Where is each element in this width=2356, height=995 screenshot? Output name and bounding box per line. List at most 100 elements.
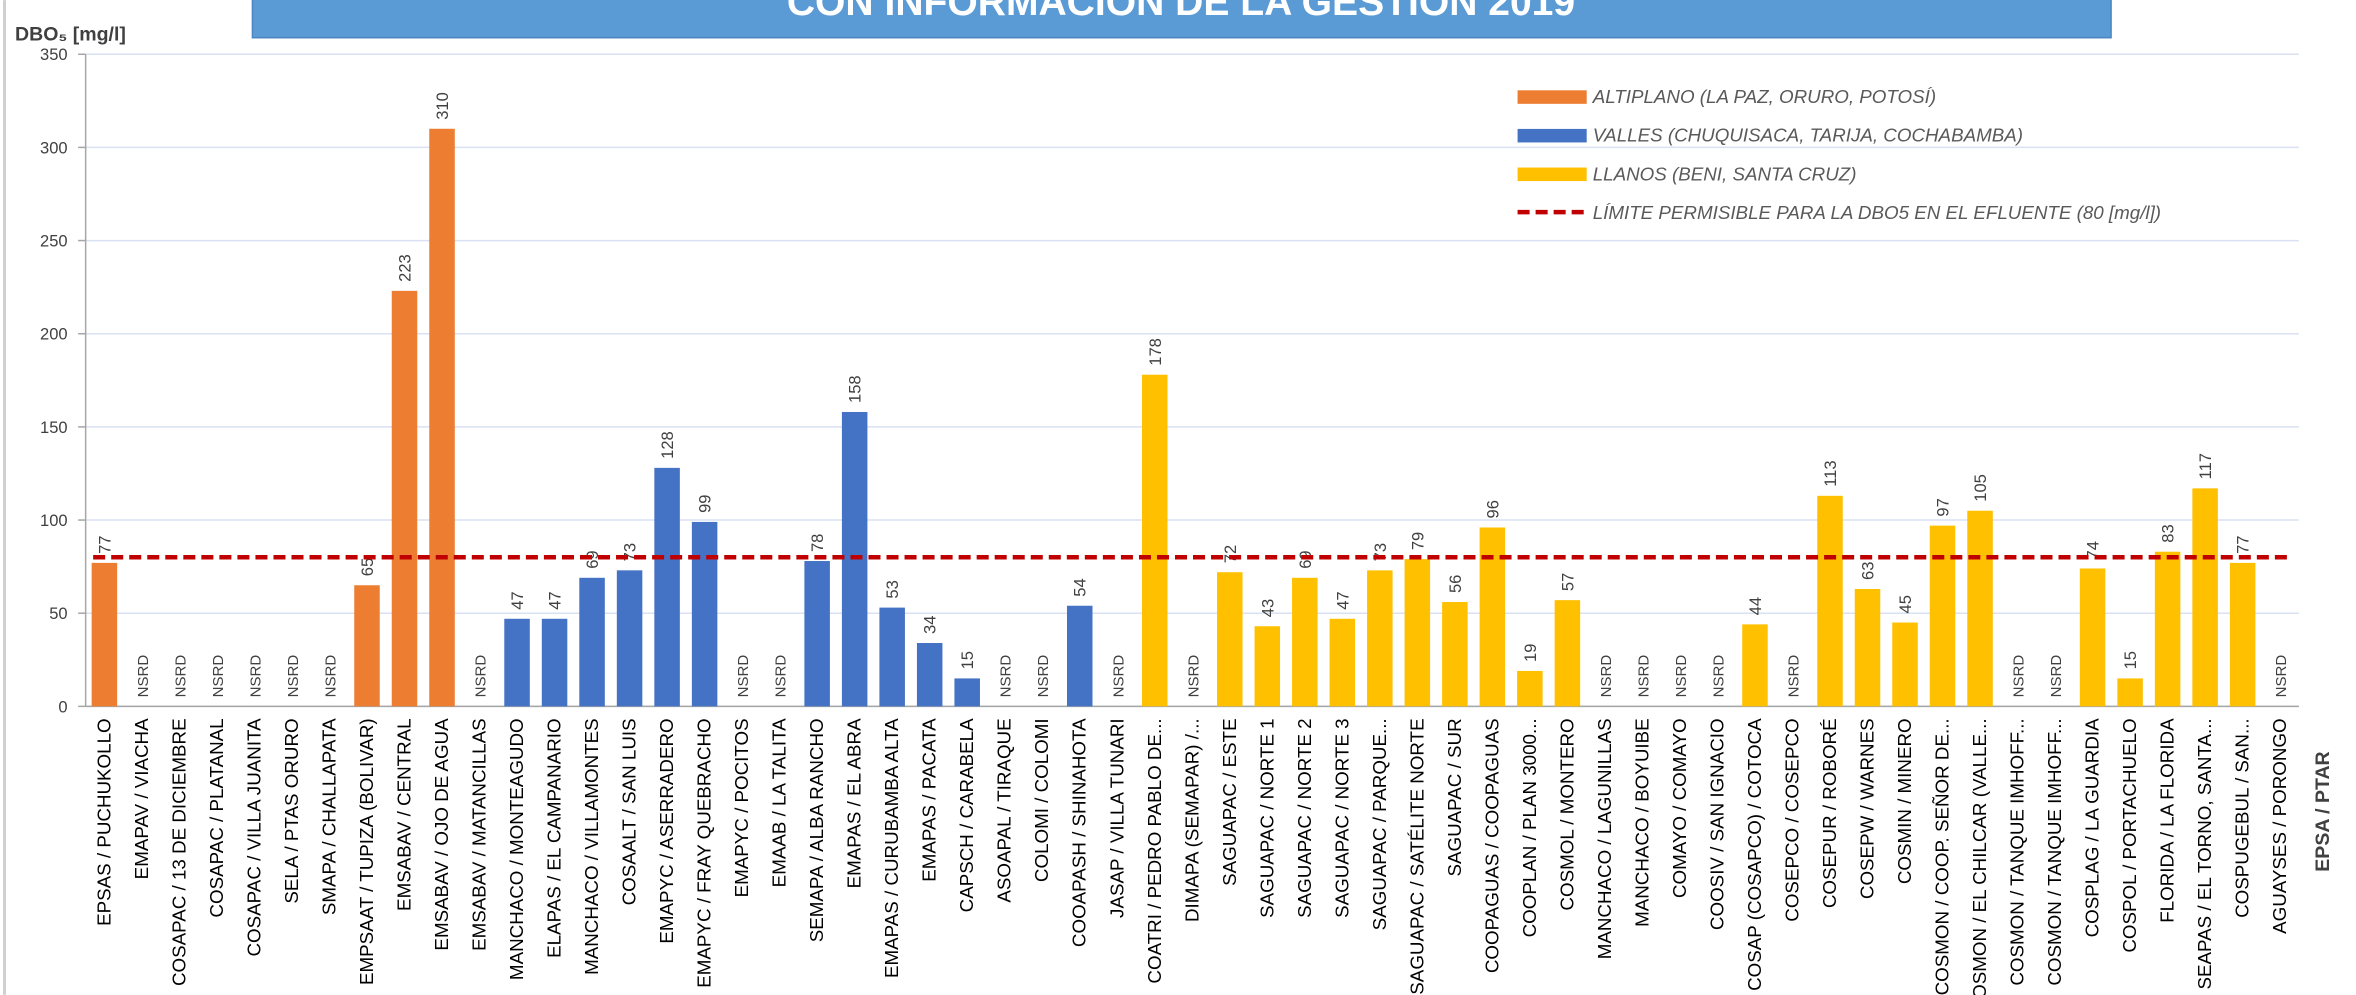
bar	[1742, 624, 1768, 707]
x-tick-label: COSMON / TANQUE IMHOFF...	[2044, 718, 2065, 985]
legend-label: LÍMITE PERMISIBLE PARA LA DBO5 EN EL EFL…	[1593, 202, 2161, 223]
data-label: 43	[1258, 599, 1277, 617]
bar	[616, 570, 643, 707]
data-label: NSRD	[172, 655, 189, 698]
data-label: NSRD	[1110, 655, 1127, 698]
data-label: 47	[508, 591, 527, 609]
bar	[691, 521, 718, 707]
bar	[1479, 527, 1506, 707]
bar	[1292, 577, 1318, 707]
x-tick-label: EMAPAV / VIACHA	[131, 718, 152, 879]
bar	[391, 290, 418, 707]
bar	[91, 562, 118, 707]
x-tick-label: SAGUAPAC / SUR	[1444, 718, 1465, 876]
data-label: 34	[921, 616, 940, 634]
y-tick-label: 150	[40, 418, 68, 437]
legend-label: ALTIPLANO (LA PAZ, ORURO, POTOSÍ)	[1592, 86, 1936, 107]
x-tick-label: COATRI / PEDRO PABLO DE...	[1144, 718, 1165, 983]
legend-swatch	[1517, 128, 1587, 143]
x-tick-label: EMAPAS / CURUBAMBA ALTA	[881, 718, 902, 978]
data-label: NSRD	[773, 655, 790, 698]
x-tick-label: COSPLAG / LA GUARDIA	[2082, 718, 2103, 937]
data-label: NSRD	[1598, 655, 1615, 698]
bar	[1066, 605, 1093, 707]
data-label: 83	[2159, 524, 2178, 542]
data-label: 310	[433, 92, 452, 120]
x-tick-label: MANCHACO / MONTEAGUDO	[506, 718, 527, 980]
data-label: 54	[1071, 578, 1090, 596]
data-label: NSRD	[135, 655, 152, 698]
x-tick-label: COLOMI / COLOMI	[1031, 718, 1052, 882]
x-tick-label: EMSABAV / MATANCILLAS	[469, 718, 490, 951]
data-label: 19	[1521, 644, 1540, 662]
x-tick-label: MANCHACO / LAGUNILLAS	[1594, 718, 1615, 959]
x-tick-label: SAGUAPAC / SATÉLITE NORTE	[1406, 718, 1427, 994]
x-tick-label: EMSABAV / OJO DE AGUA	[431, 718, 452, 951]
x-tick-label: COOSIV / SAN IGNACIO	[1706, 718, 1727, 930]
data-label: 77	[95, 536, 114, 554]
data-label: 128	[658, 431, 677, 459]
legend-label: VALLES (CHUQUISACA, TARIJA, COCHABAMBA)	[1593, 125, 2023, 146]
x-tick-label: SAGUAPAC / ESTE	[1219, 718, 1240, 886]
x-tick-label: SAGUAPAC / NORTE 2	[1294, 718, 1315, 918]
bar	[1554, 600, 1581, 707]
data-label: 117	[2196, 453, 2215, 479]
bar	[504, 618, 530, 707]
data-label: NSRD	[285, 655, 302, 698]
data-label: NSRD	[1673, 655, 1690, 698]
x-tick-label: COSMOL / MONTERO	[1556, 718, 1577, 910]
data-label: NSRD	[473, 655, 490, 698]
data-label: 78	[808, 534, 827, 552]
data-label: 15	[958, 651, 977, 669]
x-tick-label: MANCHACO / BOYUIBE	[1631, 718, 1652, 927]
bar	[1854, 588, 1881, 707]
data-label: NSRD	[2273, 655, 2290, 698]
y-tick-label: 200	[40, 325, 68, 344]
data-label: 99	[696, 495, 715, 513]
data-label: NSRD	[247, 655, 264, 698]
y-tick-label: 250	[40, 232, 68, 251]
bar	[1892, 622, 1918, 707]
x-tick-label: COSMON / COOP. SEÑOR DE...	[1932, 718, 1953, 995]
bar	[354, 585, 380, 707]
x-tick-label: SEMAPA / ALBA RANCHO	[806, 718, 827, 942]
data-label: 69	[583, 550, 602, 568]
bar	[1442, 602, 1468, 707]
bar	[2154, 551, 2181, 707]
data-label: 97	[1934, 498, 1953, 516]
x-tick-label: COSAPAC / VILLA JUANITA	[243, 718, 264, 957]
x-tick-label: AGUAYSES / PORONGO	[2269, 718, 2290, 934]
bar	[2192, 488, 2218, 707]
x-tick-label: SELA / PTAS ORURO	[281, 718, 302, 903]
bar	[2117, 678, 2143, 707]
data-label: 105	[1971, 474, 1990, 502]
bar	[429, 128, 455, 707]
y-tick-label: 0	[58, 697, 67, 716]
x-tick-label: EMAPAS / PACATA	[919, 718, 940, 882]
bar	[2229, 562, 2256, 707]
data-label: 96	[1483, 500, 1502, 518]
x-tick-label: COSAP (COSAPCO) / COTOCA	[1744, 718, 1765, 991]
y-tick-label: 300	[40, 138, 68, 157]
x-tick-label: COSPUGEBUL / SAN...	[2232, 718, 2253, 918]
chart-title: CON INFORMACIÓN DE LA GESTIÓN 2019	[787, 0, 1575, 24]
x-tick-label: SEAPAS / EL TORNO, SANTA...	[2194, 718, 2215, 989]
x-tick-label: COMAYO / COMAYO	[1669, 718, 1690, 898]
x-tick-label: EMAPYC / FRAY QUEBRACHO	[694, 718, 715, 987]
data-label: 53	[883, 580, 902, 598]
x-tick-label: FLORIDA / LA FLORIDA	[2157, 718, 2178, 923]
data-label: 158	[846, 375, 865, 403]
data-label: NSRD	[2048, 655, 2065, 698]
data-label: NSRD	[1185, 655, 1202, 698]
title-banner	[251, 0, 2112, 39]
data-label: 113	[1821, 460, 1840, 486]
x-tick-label: MANCHACO / VILLAMONTES	[581, 718, 602, 975]
y-tick-label: 100	[40, 511, 68, 530]
data-label: NSRD	[322, 655, 339, 698]
x-tick-label: EMPSAAT / TUPIZA (BOLIVAR)	[356, 718, 377, 985]
bar	[954, 678, 980, 707]
bar	[654, 467, 680, 707]
x-tick-label: COSEPUR / ROBORÉ	[1819, 718, 1840, 908]
x-tick-label: ASOAPAL / TIRAQUE	[994, 718, 1015, 902]
bar	[1929, 525, 1956, 707]
